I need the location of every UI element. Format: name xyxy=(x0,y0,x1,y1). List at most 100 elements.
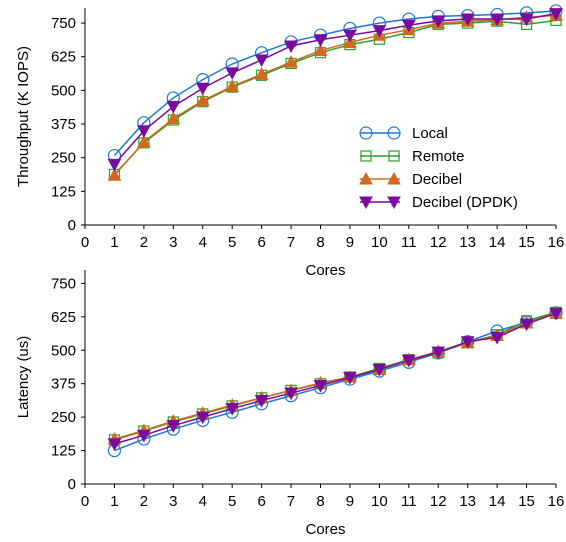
x-tick-label: 1 xyxy=(110,493,118,510)
data-point xyxy=(107,168,122,181)
data-point xyxy=(254,67,269,80)
x-tick-label: 9 xyxy=(346,493,354,510)
data-point xyxy=(254,54,269,68)
x-tick-label: 7 xyxy=(287,234,295,251)
y-tick-label: 250 xyxy=(51,150,76,167)
x-tick-label: 3 xyxy=(169,234,177,251)
y-tick-label: 500 xyxy=(51,82,76,99)
y-tick-label: 250 xyxy=(51,409,76,426)
data-point xyxy=(372,364,387,377)
x-tick-label: 13 xyxy=(459,493,476,510)
legend-marker xyxy=(360,150,372,162)
y-tick-label: 625 xyxy=(51,309,76,326)
data-point xyxy=(137,429,151,443)
x-tick-label: 6 xyxy=(257,493,265,510)
x-tick-label: 4 xyxy=(199,234,207,251)
x-tick-label: 2 xyxy=(140,493,148,510)
data-point xyxy=(225,67,240,80)
data-point xyxy=(431,15,446,28)
y-tick-label: 500 xyxy=(51,342,76,359)
y-tick-label: 0 xyxy=(68,217,76,234)
x-tick-label: 14 xyxy=(489,493,506,510)
y-tick-label: 125 xyxy=(51,443,76,460)
series-line xyxy=(113,12,557,165)
x-tick-label: 14 xyxy=(489,234,506,251)
data-point xyxy=(431,346,446,360)
series-line xyxy=(114,312,557,445)
data-point xyxy=(313,43,328,57)
x-tick-label: 15 xyxy=(518,234,535,251)
data-point xyxy=(284,40,298,54)
y-tick-label: 375 xyxy=(51,376,76,393)
y-tick-label: 375 xyxy=(51,116,76,133)
legend-label: Decibel (DPDK) xyxy=(412,194,518,211)
data-point xyxy=(519,318,534,332)
data-point xyxy=(460,13,475,27)
series-remote xyxy=(108,14,562,180)
data-point xyxy=(166,101,181,114)
data-point xyxy=(284,387,298,401)
series-decibel-dpdk xyxy=(107,8,563,172)
y-tick-label: 0 xyxy=(68,476,76,493)
data-point xyxy=(107,438,122,451)
y-tick-label: 750 xyxy=(51,15,76,32)
series-line xyxy=(113,19,557,175)
y-tick-label: 750 xyxy=(51,275,76,292)
data-point xyxy=(460,336,475,349)
legend-marker xyxy=(359,171,373,185)
series-line xyxy=(114,312,557,452)
data-point xyxy=(137,135,151,148)
data-point xyxy=(166,420,181,433)
data-point xyxy=(195,93,210,107)
data-point xyxy=(401,354,416,368)
x-tick-label: 15 xyxy=(518,493,535,510)
series-line xyxy=(114,311,557,441)
legend-label: Remote xyxy=(412,148,465,165)
data-point xyxy=(549,307,563,321)
legend: Local Remote Decibel Decibel (DPDK) xyxy=(359,125,518,211)
x-tick-label: 16 xyxy=(548,234,565,251)
x-tick-label: 16 xyxy=(548,493,565,510)
x-tick-label: 11 xyxy=(401,493,417,510)
data-point xyxy=(490,13,504,27)
x-tick-label: 10 xyxy=(371,234,388,251)
legend-label: Local xyxy=(412,125,448,142)
x-axis-label: Cores xyxy=(305,521,345,538)
series-decibel-dpdk xyxy=(107,307,563,451)
data-point xyxy=(313,34,328,47)
data-point xyxy=(313,380,328,393)
x-axis-label: Cores xyxy=(305,262,345,279)
x-tick-label: 9 xyxy=(346,234,354,251)
x-tick-label: 12 xyxy=(430,493,447,510)
legend-marker xyxy=(359,196,373,210)
series-decibel xyxy=(107,8,563,181)
data-point xyxy=(343,29,357,43)
y-tick-label: 125 xyxy=(51,183,76,200)
data-point xyxy=(549,8,563,21)
data-point xyxy=(137,125,151,138)
x-tick-label: 5 xyxy=(228,234,236,251)
series-line xyxy=(113,10,557,157)
data-point xyxy=(107,158,122,172)
legend-marker xyxy=(387,126,401,140)
y-axis-label: Throughput (K IOPS) xyxy=(15,46,32,187)
x-tick-label: 10 xyxy=(371,493,388,510)
x-tick-label: 0 xyxy=(81,234,89,251)
x-tick-label: 5 xyxy=(228,493,236,510)
x-tick-label: 2 xyxy=(140,234,148,251)
data-point xyxy=(519,13,534,27)
x-tick-label: 8 xyxy=(316,493,324,510)
data-point xyxy=(401,19,416,33)
panel-latency: 0 1 2 3 4 5 6 7 8 9 10 11 12 13 14 15 160125250375500625… xyxy=(15,270,564,538)
x-tick-label: 13 xyxy=(459,234,476,251)
y-axis-label: Latency (us) xyxy=(15,336,32,419)
data-point xyxy=(166,111,181,125)
x-tick-label: 6 xyxy=(257,234,265,251)
x-tick-label: 12 xyxy=(430,234,447,251)
x-tick-label: 11 xyxy=(401,234,417,251)
data-point xyxy=(284,55,298,68)
panel-throughput: 0 1 2 3 4 5 6 7 8 9 10 11 12 13 14 15 160125250375500625… xyxy=(15,4,565,279)
x-tick-label: 8 xyxy=(316,234,324,251)
y-tick-label: 625 xyxy=(51,49,76,66)
